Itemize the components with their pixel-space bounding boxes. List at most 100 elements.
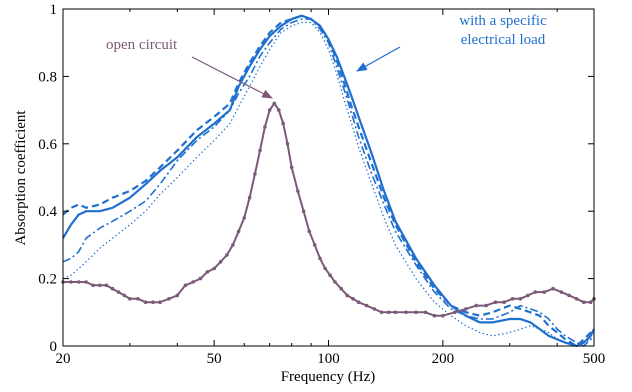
series-layer: [61, 14, 596, 348]
open-circuit-point: [379, 310, 384, 315]
series-solid-line: [62, 14, 595, 348]
open-circuit-point: [281, 121, 286, 126]
open-circuit-point: [167, 297, 171, 301]
x-tick-label: 50: [207, 351, 222, 367]
annotation-line: electrical load: [461, 32, 546, 48]
tick-layer: 20 50 100 200 500 0 0.2 0.4 0.6 0.8 1: [38, 2, 605, 367]
open-circuit-point: [423, 310, 428, 315]
open-circuit-point: [567, 293, 571, 298]
open-circuit-point: [218, 260, 223, 264]
open-circuit-point: [267, 108, 272, 112]
open-circuit-point: [98, 283, 102, 288]
open-circuit-point: [414, 310, 418, 315]
open-circuit-point: [128, 297, 132, 301]
open-circuit-point: [122, 293, 127, 298]
open-circuit-point: [84, 280, 88, 284]
open-circuit-point: [526, 293, 530, 298]
open-circuit-point: [225, 253, 229, 257]
open-circuit-point: [510, 297, 515, 301]
open-circuit-point: [588, 300, 593, 305]
open-circuit-point: [258, 148, 262, 153]
open-circuit-point: [76, 280, 81, 284]
open-circuit-point: [205, 270, 210, 274]
open-circuit-point: [247, 195, 252, 200]
open-circuit-point: [212, 266, 216, 271]
open-circuit-point: [333, 280, 337, 284]
open-circuit-point: [175, 293, 180, 298]
open-circuit-point: [351, 297, 355, 301]
open-circuit-point: [574, 297, 579, 301]
open-circuit-point: [110, 286, 115, 291]
open-circuit-point: [533, 290, 537, 294]
y-tick-label: 1: [50, 2, 58, 18]
open-circuit-point: [198, 276, 203, 281]
open-circuit-point: [236, 229, 241, 234]
annotation-layer: open circuit with a specific electrical lo…: [106, 13, 547, 99]
y-tick-label: 0.8: [38, 69, 57, 85]
open-circuit-point: [339, 286, 344, 291]
y-axis-title: Absorption coefficient: [13, 110, 29, 246]
open-circuit-point: [272, 101, 277, 106]
annotation-line: open circuit: [106, 37, 178, 53]
open-circuit-point: [474, 303, 479, 308]
x-tick-label: 500: [583, 351, 606, 367]
open-circuit-point: [191, 280, 195, 284]
open-circuit-point: [356, 300, 361, 305]
open-circuit-point: [143, 300, 148, 305]
x-tick-label: 100: [317, 351, 340, 367]
open-circuit-point: [318, 256, 322, 261]
open-circuit-point: [296, 189, 300, 193]
series-dashdot-line: [62, 18, 595, 347]
x-axis-title: Frequency (Hz): [281, 369, 376, 385]
open-circuit-point: [136, 297, 140, 301]
open-circuit-point: [307, 229, 312, 234]
open-circuit-point: [323, 266, 328, 271]
open-circuit-point: [551, 286, 555, 291]
open-circuit-point: [242, 216, 246, 220]
open-circuit-point: [104, 283, 109, 288]
y-tick-label: 0: [50, 339, 58, 355]
open-circuit-point: [231, 243, 235, 247]
open-circuit-point: [372, 307, 377, 311]
open-circuit-point: [502, 300, 506, 305]
annotation-label: open circuit: [106, 37, 178, 53]
open-circuit-point: [91, 283, 95, 288]
annotation-arrow: [191, 56, 273, 99]
open-circuit-point: [404, 310, 408, 315]
open-circuit-point: [345, 293, 350, 298]
open-circuit-point: [253, 172, 257, 176]
open-circuit-point: [277, 108, 281, 112]
open-circuit-point: [484, 303, 488, 308]
open-circuit-point: [464, 307, 468, 311]
x-tick-label: 200: [432, 351, 455, 367]
open-circuit-point: [151, 300, 155, 305]
open-circuit-point: [518, 297, 523, 301]
open-circuit-point: [328, 273, 332, 278]
series-dotted-line: [62, 21, 595, 347]
open-circuit-point: [183, 283, 188, 288]
open-circuit-point: [432, 313, 437, 318]
y-tick-label: 0.2: [38, 272, 57, 288]
open-circuit-point: [312, 243, 317, 247]
open-circuit-point: [285, 142, 290, 146]
open-circuit-point: [289, 165, 294, 170]
open-circuit-point: [69, 280, 73, 284]
open-circuit-point: [542, 290, 547, 294]
open-circuit-point: [453, 310, 457, 315]
annotation-line: with a specific: [459, 13, 547, 29]
open-circuit-point: [263, 125, 267, 129]
open-circuit-point: [116, 290, 121, 294]
open-circuit-point: [301, 209, 306, 213]
annotation-label: with a specific electrical load: [459, 13, 547, 48]
series-dashed-line: [62, 14, 595, 348]
open-circuit-point: [393, 310, 398, 315]
open-circuit-point: [559, 290, 564, 294]
open-circuit-point: [493, 300, 498, 305]
open-circuit-point: [582, 300, 586, 305]
y-tick-label: 0.6: [38, 137, 57, 153]
open-circuit-point: [364, 303, 369, 308]
annotation-arrow: [356, 46, 401, 72]
y-tick-label: 0.4: [38, 204, 57, 220]
open-circuit-point: [386, 310, 391, 315]
